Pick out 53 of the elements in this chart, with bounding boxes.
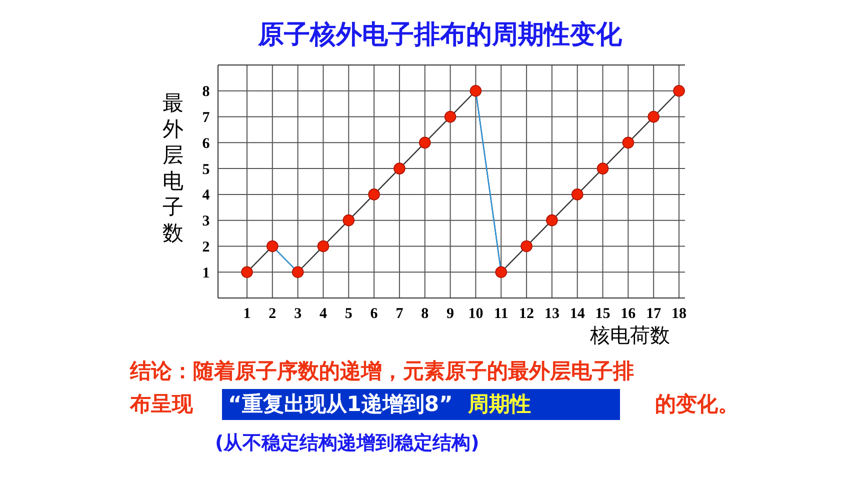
y-tick-label: 7 <box>202 110 210 126</box>
x-axis-title: 核电荷数 <box>589 323 670 347</box>
x-tick-label: 3 <box>294 306 302 322</box>
point <box>317 240 330 252</box>
point <box>368 188 380 200</box>
text: (从不稳定结构递增到稳定结构) <box>215 432 480 454</box>
point <box>444 110 456 123</box>
y-tick-label: 5 <box>202 162 210 178</box>
point <box>673 84 685 97</box>
x-tick-label: 2 <box>268 306 276 322</box>
point <box>292 266 304 278</box>
x-tick-label: 11 <box>494 306 508 322</box>
x-tick-label: 9 <box>446 306 454 322</box>
y-tick-label: 1 <box>202 265 210 282</box>
y-tick-label: 8 <box>202 84 210 100</box>
point <box>241 266 253 278</box>
x-tick-label: 7 <box>396 306 404 322</box>
x-tick-label: 5 <box>344 306 352 322</box>
y-tick-label: 2 <box>202 239 210 256</box>
x-tick-label: 4 <box>319 306 328 322</box>
point <box>571 188 584 200</box>
x-tick-label: 13 <box>544 306 560 322</box>
x-tick-label: 16 <box>620 306 636 322</box>
point <box>495 266 508 278</box>
text: 布呈现 <box>129 392 194 416</box>
x-tick-label: 8 <box>421 306 429 322</box>
point <box>418 136 431 149</box>
point <box>394 162 406 174</box>
point <box>342 214 355 226</box>
y-tick-label: 6 <box>202 136 210 152</box>
x-tick-label: 18 <box>672 306 686 322</box>
x-tick-label: 10 <box>468 306 484 322</box>
point <box>520 240 532 252</box>
text: 的变化。 <box>655 392 739 416</box>
point <box>596 162 609 174</box>
x-tick-label: 17 <box>646 306 662 322</box>
point <box>622 136 634 149</box>
x-tick-label: 15 <box>595 306 610 322</box>
y-tick-label: 3 <box>202 214 210 230</box>
x-tick-label: 6 <box>370 306 378 322</box>
point <box>470 84 482 97</box>
point <box>546 214 558 226</box>
x-tick-label: 1 <box>243 306 251 322</box>
text: “重复出现从1递增到8” <box>228 392 453 416</box>
point <box>266 240 278 252</box>
y-tick-label: 4 <box>202 188 210 204</box>
y-axis-title: 最外层电子数 <box>162 91 184 245</box>
text: 周期性 <box>467 392 531 416</box>
x-tick-label: 12 <box>519 306 534 322</box>
text: 结论：随着原子序数的递增，元素原子的最外层电子排 <box>129 359 634 383</box>
chart-title: 原子核外电子排布的周期性变化 <box>257 20 623 50</box>
point <box>648 110 660 123</box>
x-tick-label: 14 <box>570 306 586 322</box>
